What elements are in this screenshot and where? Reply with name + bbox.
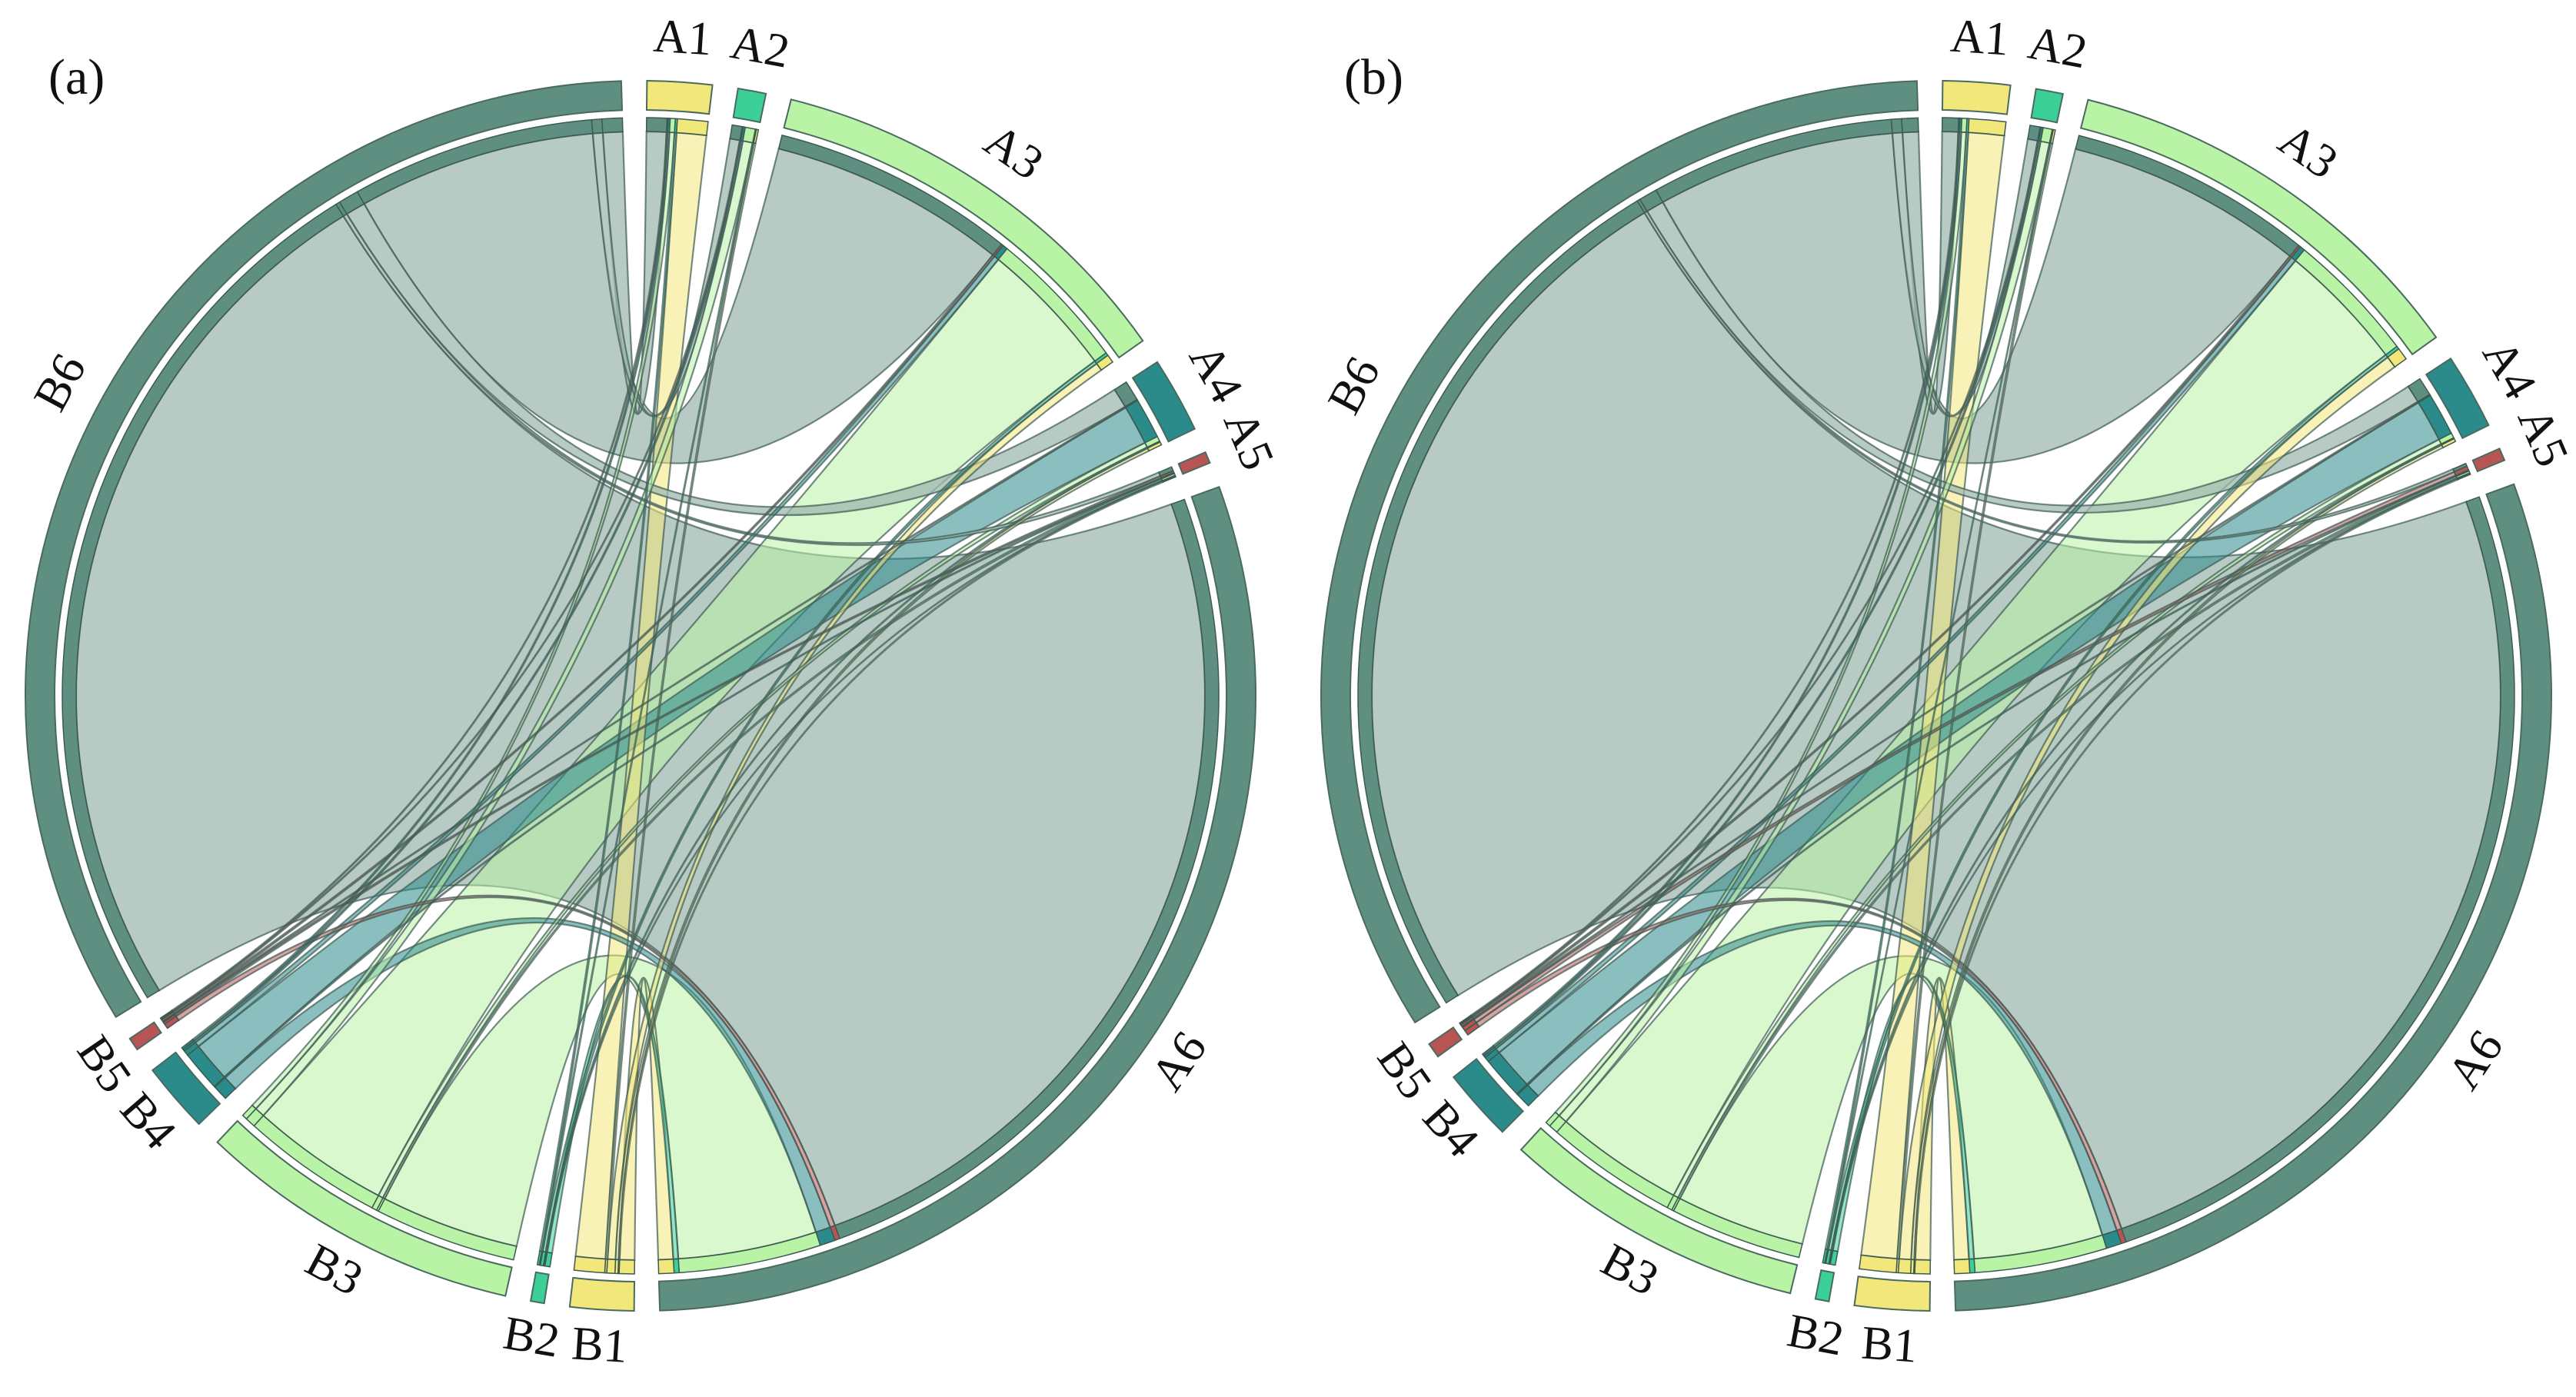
segment-A6[interactable] <box>657 486 1256 1312</box>
segment-A3[interactable] <box>783 98 1144 359</box>
track-A3-B1 <box>1096 354 1114 371</box>
track-B1-A6 <box>618 1259 636 1275</box>
inner-tracks <box>62 117 1220 1275</box>
label-A1: A1 <box>652 10 714 66</box>
panel-label: (b) <box>1344 49 1403 105</box>
segment-A5[interactable] <box>2471 447 2506 473</box>
segment-B4[interactable] <box>151 1051 221 1126</box>
ribbons <box>75 130 1206 1262</box>
segment-A3[interactable] <box>2079 98 2438 356</box>
label-A4: A4 <box>1179 335 1253 411</box>
label-B6: B6 <box>1318 349 1390 423</box>
track-B6-A1 <box>1901 117 1919 134</box>
segment-B4[interactable] <box>1452 1057 1525 1133</box>
track-A4-B1 <box>1147 441 1163 452</box>
ribbons <box>1370 130 2502 1262</box>
track-A1-B1 <box>1967 118 2007 137</box>
track-B1-A1 <box>573 1256 607 1274</box>
track-B5-A1 <box>159 1009 174 1020</box>
segment-B3[interactable] <box>216 1119 513 1297</box>
segment-B1[interactable] <box>568 1276 636 1312</box>
track-B1-A1 <box>1859 1254 1898 1273</box>
track-B1-A6 <box>1914 1259 1932 1275</box>
track-A5-B1 <box>2456 472 2471 481</box>
track-B6-A2 <box>1890 118 1903 135</box>
panel-label: (a) <box>48 49 105 105</box>
segment-B1[interactable] <box>1853 1276 1932 1312</box>
label-A2: A2 <box>2024 17 2091 79</box>
track-A1-B6 <box>1941 117 1960 133</box>
segment-A2[interactable] <box>2030 88 2065 124</box>
track-B6-A2 <box>591 118 604 135</box>
segment-B5[interactable] <box>128 1021 162 1051</box>
label-B1: B1 <box>1860 1317 1919 1373</box>
track-A3-B1 <box>2387 348 2408 368</box>
label-A3: A3 <box>975 114 1053 190</box>
segment-A1[interactable] <box>645 80 714 115</box>
label-A1: A1 <box>1949 10 2010 66</box>
label-A3: A3 <box>2269 113 2347 189</box>
track-B5-A1 <box>1459 1014 1473 1025</box>
track-A1-B6 <box>645 117 668 133</box>
track-A2-B1 <box>753 128 760 145</box>
track-B3-A1 <box>1545 1111 1560 1127</box>
segment-A5[interactable] <box>1177 451 1211 475</box>
label-B1: B1 <box>571 1317 629 1372</box>
segment-B5[interactable] <box>1428 1026 1463 1058</box>
track-B4-A1 <box>1481 1044 1496 1057</box>
track-B4-A1 <box>181 1038 195 1050</box>
segment-A4[interactable] <box>1131 361 1196 443</box>
label-A5: A5 <box>1213 404 1284 477</box>
label-B3: B3 <box>298 1234 371 1306</box>
label-A5: A5 <box>2508 400 2576 474</box>
track-A5-B1 <box>1161 474 1177 483</box>
segment-B2[interactable] <box>1814 1269 1835 1302</box>
segment-B6[interactable] <box>1320 80 1919 1024</box>
track-B1-A3 <box>1897 1258 1912 1275</box>
track-B2-A1 <box>536 1250 543 1266</box>
label-B6: B6 <box>24 346 96 420</box>
segment-A2[interactable] <box>732 87 767 124</box>
track-B3-A1 <box>241 1104 257 1120</box>
label-B3: B3 <box>1593 1234 1667 1306</box>
label-B2: B2 <box>500 1307 564 1368</box>
segment-A6[interactable] <box>1953 483 2553 1312</box>
track-B2-A1 <box>1822 1248 1829 1264</box>
label-B2: B2 <box>1783 1304 1848 1365</box>
track-A6-B1 <box>657 1258 675 1275</box>
label-A4: A4 <box>2472 331 2547 408</box>
track-A1-B1 <box>676 118 709 136</box>
segment-B6[interactable] <box>25 80 624 1019</box>
segment-B3[interactable] <box>1519 1126 1799 1295</box>
track-A4-B1 <box>2441 437 2457 449</box>
segment-A4[interactable] <box>2425 357 2490 440</box>
track-B1-A3 <box>606 1258 617 1275</box>
track-A6-B1 <box>1953 1258 1971 1275</box>
track-A2-B1 <box>2049 128 2056 145</box>
segment-B2[interactable] <box>529 1271 550 1305</box>
track-B6-A1 <box>601 117 624 134</box>
label-A2: A2 <box>727 16 794 78</box>
segment-A1[interactable] <box>1941 80 2012 115</box>
inner-tracks <box>1357 117 2515 1275</box>
